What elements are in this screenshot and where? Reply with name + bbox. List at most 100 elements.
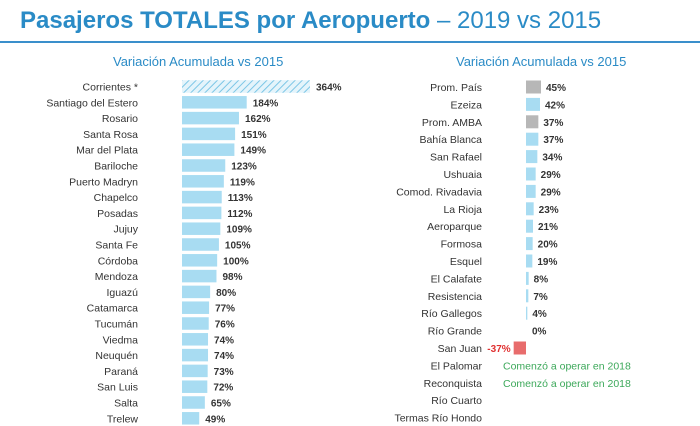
left-value-label-parana: 73% <box>214 367 234 378</box>
left-value-label-trelew: 49% <box>205 414 225 425</box>
title-main: Pasajeros TOTALES por Aeropuerto <box>20 7 431 34</box>
right-category-label-prom-pais: Prom. País <box>430 82 482 94</box>
left-value-label-posadas: 112% <box>227 209 252 220</box>
right-value-label-rio-gallegos: 4% <box>532 309 547 320</box>
left-category-label-santa-fe: Santa Fe <box>95 240 138 252</box>
left-value-label-neuquen: 74% <box>214 351 234 362</box>
right-bar-prom-amba <box>526 115 539 129</box>
right-category-label-esquel: Esquel <box>450 256 482 268</box>
title-divider <box>0 41 700 43</box>
right-category-label-ezeiza: Ezeiza <box>450 99 482 111</box>
right-value-label-san-juan: -37% <box>487 344 510 355</box>
left-value-label-santa-fe: 105% <box>225 241 251 252</box>
left-bar-chart: Corrientes * 364% Santiago del Estero 184% R… <box>46 80 342 425</box>
left-category-label-jujuy: Jujuy <box>113 224 138 236</box>
left-category-label-trelew: Trelew <box>107 413 139 425</box>
right-category-label-san-rafael: San Rafael <box>430 152 482 164</box>
right-value-label-el-calafate: 8% <box>534 274 549 285</box>
left-value-label-santiago-del-estero: 184% <box>253 98 279 109</box>
right-category-label-san-juan: San Juan <box>438 343 483 355</box>
left-value-label-san-luis: 72% <box>213 383 233 394</box>
left-category-label-mendoza: Mendoza <box>95 271 138 283</box>
left-bar-viedma <box>182 333 209 346</box>
left-bar-puerto-madryn <box>182 175 224 188</box>
left-bar-trelew <box>182 412 200 425</box>
right-value-label-esquel: 19% <box>537 257 557 268</box>
right-value-label-comod-rivadavia: 29% <box>541 187 561 198</box>
left-bar-corrientes <box>182 80 310 93</box>
left-bar-posadas <box>182 206 222 220</box>
right-category-label-rio-grande: Río Grande <box>428 326 482 338</box>
left-category-label-bariloche: Bariloche <box>94 161 138 173</box>
right-bar-esquel <box>526 254 533 268</box>
left-category-label-parana: Paraná <box>104 366 138 378</box>
left-bar-catamarca <box>182 301 210 314</box>
left-value-label-jujuy: 109% <box>226 225 252 236</box>
right-note-reconquista: Comenzó a operar en 2018 <box>503 378 631 390</box>
left-category-label-rosario: Rosario <box>102 113 138 125</box>
title-years: – 2019 vs 2015 <box>430 7 602 34</box>
right-value-label-la-rioja: 23% <box>539 205 559 216</box>
right-value-label-formosa: 20% <box>538 240 558 251</box>
left-value-label-tucuman: 76% <box>215 320 235 331</box>
left-category-label-viedma: Viedma <box>103 334 139 346</box>
right-category-label-rio-gallegos: Río Gallegos <box>421 308 482 320</box>
left-value-label-catamarca: 77% <box>215 304 235 315</box>
left-value-label-viedma: 74% <box>214 335 234 346</box>
right-value-label-bahia-blanca: 37% <box>543 135 563 146</box>
right-category-label-resistencia: Resistencia <box>428 291 482 303</box>
right-value-label-resistencia: 7% <box>533 292 548 303</box>
left-bar-santiago-del-estero <box>182 96 247 109</box>
left-category-label-iguazu: Iguazú <box>106 287 138 299</box>
right-value-label-san-rafael: 34% <box>542 153 562 164</box>
left-value-label-mar-del-plata: 149% <box>240 146 266 157</box>
right-value-label-prom-amba: 37% <box>543 118 563 129</box>
right-chart-title: Variación Acumulada vs 2015 <box>456 54 627 69</box>
right-bar-chart: Prom. País 45% Ezeiza 42% Prom. AMBA 37% Bahía… <box>394 80 631 425</box>
right-bar-san-rafael <box>526 150 538 164</box>
right-bar-aeroparque <box>526 219 533 233</box>
left-value-label-rosario: 162% <box>245 114 271 125</box>
right-category-label-reconquista: Reconquista <box>424 378 483 390</box>
right-value-label-rio-grande: 0% <box>532 327 547 338</box>
left-category-label-santa-rosa: Santa Rosa <box>83 129 138 141</box>
right-value-label-ushuaia: 29% <box>541 170 561 181</box>
left-value-label-iguazu: 80% <box>216 288 236 299</box>
left-category-label-corrientes: Corrientes * <box>83 82 138 94</box>
left-category-label-san-luis: San Luis <box>97 382 138 394</box>
right-bar-resistencia <box>526 289 529 303</box>
left-bar-chapelco <box>182 190 222 204</box>
left-category-label-salta: Salta <box>114 398 138 410</box>
left-bar-santa-fe <box>182 238 219 251</box>
right-category-label-ushuaia: Ushuaia <box>443 169 482 181</box>
left-value-label-chapelco: 113% <box>228 193 253 204</box>
right-category-label-el-palomar: El Palomar <box>431 360 483 372</box>
left-category-label-catamarca: Catamarca <box>87 303 139 315</box>
page-title: Pasajeros TOTALES por Aeropuerto – 2019 … <box>20 7 601 35</box>
right-category-label-comod-rivadavia: Comod. Rivadavia <box>396 186 482 198</box>
right-category-label-formosa: Formosa <box>441 239 483 251</box>
left-category-label-neuquen: Neuquén <box>95 350 138 362</box>
right-category-label-aeroparque: Aeroparque <box>427 221 482 233</box>
left-bar-cordoba <box>182 254 218 267</box>
right-category-label-bahia-blanca: Bahía Blanca <box>420 134 483 146</box>
left-category-label-tucuman: Tucumán <box>95 319 139 331</box>
left-chart-title: Variación Acumulada vs 2015 <box>113 54 284 69</box>
left-value-label-santa-rosa: 151% <box>241 130 267 141</box>
left-bar-rosario <box>182 111 239 125</box>
left-category-label-posadas: Posadas <box>97 208 138 220</box>
right-value-label-ezeiza: 42% <box>545 100 565 111</box>
left-value-label-puerto-madryn: 119% <box>230 177 255 188</box>
left-value-label-salta: 65% <box>211 399 231 410</box>
right-bar-prom-pais <box>526 80 541 94</box>
right-bar-el-calafate <box>526 271 529 285</box>
left-value-label-mendoza: 98% <box>222 272 242 283</box>
left-bar-mar-del-plata <box>182 143 235 156</box>
left-value-label-corrientes: 364% <box>316 83 342 94</box>
right-category-label-termas-rio-hondo: Termas Río Hondo <box>394 413 482 425</box>
left-category-label-mar-del-plata: Mar del Plata <box>76 145 138 157</box>
right-value-label-aeroparque: 21% <box>538 222 558 233</box>
right-value-label-prom-pais: 45% <box>546 83 566 94</box>
left-category-label-chapelco: Chapelco <box>94 192 139 204</box>
